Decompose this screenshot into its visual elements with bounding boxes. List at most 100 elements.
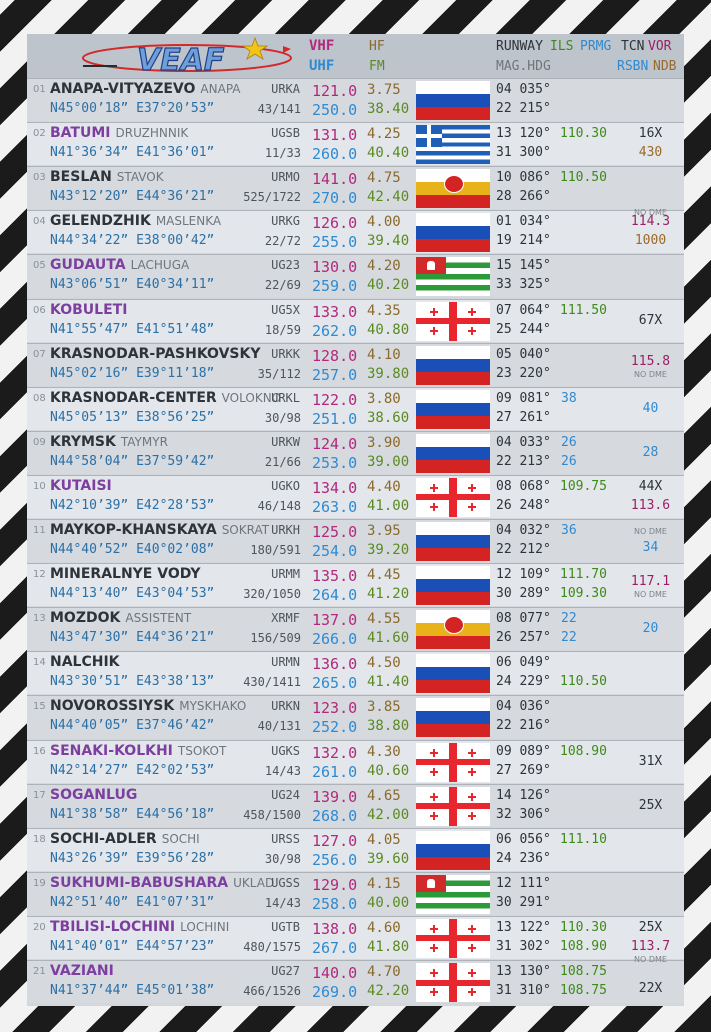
uhf-freq: 261.0	[312, 762, 358, 781]
airfield-name: MINERALNYE VODY	[50, 566, 201, 583]
airfield-index: 17	[33, 789, 46, 801]
elevation: 320/1050	[243, 587, 301, 602]
elevation: 35/112	[257, 366, 301, 381]
fm-freq: 41.20	[367, 586, 410, 603]
uhf-freq: 251.0	[312, 409, 358, 428]
airfield-name: NALCHIK	[50, 654, 120, 671]
runway-2: 19 214°	[496, 233, 551, 249]
coordinates: N43°47’30” E44°36’21”	[50, 630, 215, 646]
elevation: 14/43	[264, 895, 301, 910]
coordinates: N44°34’22” E38°00’42”	[50, 233, 215, 249]
fm-freq: 39.00	[367, 453, 410, 470]
georgia-flag-icon	[416, 963, 490, 1002]
airfield-name: BESLAN STAVOK	[50, 169, 164, 186]
coordinates: N41°40’01” E44°57’23”	[50, 938, 215, 954]
runway-1: 12 109°	[496, 567, 551, 583]
airfield-row: 16 SENAKI-KOLKHI TSOKOT UGKS N42°14’27” E42°…	[27, 739, 684, 783]
airfield-row: 09 KRYMSK TAYMYR URKW N44°58’04” E37°59’42” 2…	[27, 430, 684, 474]
fm-freq: 38.80	[367, 718, 410, 735]
hf-header: HF	[369, 39, 385, 54]
runway-1: 13 130°	[496, 964, 551, 979]
airfield-name: SUKHUMI-BABUSHARA UKLAD	[50, 874, 275, 891]
greece-flag-icon	[416, 125, 490, 165]
vor-freq: 117.1	[630, 574, 671, 590]
airfield-index: 08	[33, 392, 46, 404]
icao-code: URMM	[271, 567, 300, 582]
coordinates: N43°30’51” E43°38’13”	[50, 674, 215, 690]
airfield-callsign: LACHUGA	[130, 258, 190, 273]
prmg-header: PRMG	[580, 39, 612, 54]
ils-freq-1: 110.30	[560, 126, 607, 142]
runway-2: 27 261°	[496, 409, 551, 425]
airfield-name: KRYMSK TAYMYR	[50, 433, 168, 450]
hf-freq: 4.30	[367, 743, 401, 760]
ils-freq-2: 108.90	[560, 938, 607, 954]
icao-code: URKG	[271, 214, 300, 229]
vhf-freq: 126.0	[312, 214, 358, 233]
airfield-name: MOZDOK ASSISTENT	[50, 610, 192, 627]
coordinates: N43°12’20” E44°36’21”	[50, 189, 215, 205]
coordinates: N44°13’40” E43°04’53”	[50, 586, 215, 602]
runway-2: 25 244°	[496, 321, 551, 337]
svg-text:VEAF: VEAF	[137, 43, 225, 78]
runway-2: 31 310°	[496, 983, 551, 998]
airfield-index: 10	[33, 480, 46, 492]
icao-code: UG27	[271, 964, 300, 978]
uhf-freq: 270.0	[312, 189, 358, 208]
fm-freq: 40.20	[367, 277, 410, 294]
vhf-freq: 140.0	[312, 964, 358, 982]
runway-1: 04 036°	[496, 699, 551, 715]
runway-2: 23 220°	[496, 365, 551, 381]
russia-flag-icon	[416, 566, 490, 606]
vhf-freq: 125.0	[312, 523, 358, 541]
runway-2: 24 236°	[496, 850, 551, 866]
vhf-freq: 123.0	[312, 699, 358, 718]
hf-freq: 4.75	[367, 170, 401, 187]
uhf-freq: 260.0	[312, 145, 358, 164]
prmg-channel-2: 22	[561, 630, 577, 646]
airfield-name: MAYKOP-KHANSKAYA SOKRAT	[50, 522, 270, 538]
coordinates: N42°14’27” E42°02’53”	[50, 762, 215, 778]
tacan-channel: 31X	[638, 753, 663, 769]
airfield-index: 06	[33, 304, 46, 316]
runway-2: 28 266°	[496, 189, 551, 205]
vhf-freq: 133.0	[312, 302, 358, 321]
runway-1: 13 120°	[496, 126, 551, 142]
north-ossetia-flag-icon	[416, 610, 490, 650]
coordinates: N41°36’34” E41°36’01”	[50, 145, 215, 161]
runway-1: 05 040°	[496, 346, 551, 362]
elevation: 180/591	[250, 543, 301, 557]
uhf-freq: 269.0	[312, 983, 358, 1001]
vhf-freq: 129.0	[312, 875, 358, 894]
runway-1: 04 033°	[496, 434, 551, 450]
vhf-freq: 141.0	[312, 170, 358, 189]
ndb-freq: 1000	[634, 233, 667, 249]
fm-freq: 42.20	[367, 983, 410, 999]
fm-freq: 42.40	[367, 189, 410, 206]
airfield-row: 15 NOVOROSSIYSK MYSKHAKO URKN N44°40’05” E37…	[27, 695, 684, 739]
elevation: 40/131	[257, 719, 301, 734]
vhf-freq: 121.0	[312, 82, 358, 100]
fm-freq: 39.40	[367, 233, 410, 250]
runway-1: 15 145°	[496, 258, 551, 274]
rsbn-channel: 34	[642, 540, 659, 555]
runway-1: 07 064°	[496, 302, 551, 318]
georgia-flag-icon	[416, 786, 490, 826]
runway-2: 27 269°	[496, 762, 551, 778]
icao-code: UGKS	[271, 743, 300, 758]
icao-code: UGSB	[271, 126, 300, 141]
vhf-freq: 135.0	[312, 567, 358, 586]
icao-code: UG23	[271, 258, 300, 273]
fm-freq: 40.40	[367, 145, 410, 162]
tacan-channel: 44X	[638, 478, 663, 494]
uhf-freq: 268.0	[312, 806, 358, 825]
ils-header: ILS	[550, 39, 574, 54]
icao-code: URKK	[271, 346, 300, 361]
prmg-channel-1: 22	[561, 611, 577, 627]
coordinates: N42°51’40” E41°07’31”	[50, 894, 215, 910]
ils-freq-2: 110.50	[560, 674, 607, 690]
airfield-name: NOVOROSSIYSK MYSKHAKO	[50, 698, 247, 715]
ils-freq-1: 111.10	[560, 831, 607, 847]
airfield-row: 03 BESLAN STAVOK URMO N43°12’20” E44°36’21” 5…	[27, 166, 684, 210]
fm-freq: 39.80	[367, 365, 410, 382]
